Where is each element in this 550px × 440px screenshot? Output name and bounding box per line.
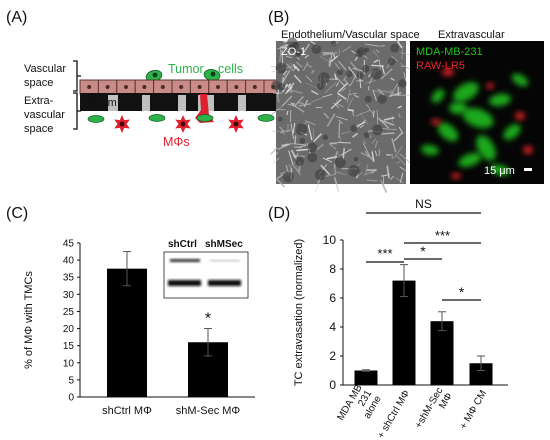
endothelial-nucleus — [252, 85, 257, 89]
scale-15um-label: 15 μm — [484, 165, 515, 177]
d-category-label: MDA MB231alone — [335, 383, 384, 434]
c-y-tick-label: 30 — [63, 290, 75, 301]
panel-a: (A) Vascular space Extra- vascular space… — [6, 9, 283, 149]
membrane-pores — [80, 95, 282, 111]
panel-a-letter: (A) — [6, 9, 27, 26]
vascular-space-label: Vascular space — [24, 63, 69, 89]
d-significance-label: NS — [415, 197, 432, 211]
d-significance-label: * — [459, 284, 465, 300]
zo1-label: ZO-1 — [281, 46, 306, 58]
endothelial-nucleus — [216, 85, 220, 89]
tumor-cell — [87, 115, 105, 123]
d-category-label: +shM-SecMΦ — [413, 386, 455, 436]
d-y-tick-label: 10 — [323, 233, 337, 247]
c-y-tick-label: 5 — [68, 375, 74, 386]
c-y-tick-label: 15 — [63, 341, 75, 352]
d-y-tick-label: 0 — [329, 378, 336, 392]
membrane-pore — [214, 95, 238, 111]
zo1-micrograph: ZO-1 — [270, 37, 415, 193]
d-y-tick-label: 2 — [329, 349, 336, 363]
scale-bar — [524, 168, 532, 171]
endothelial-nucleus — [160, 85, 165, 89]
raw-lr5-label: RAW-LR5 — [416, 60, 465, 72]
c-y-axis-label: % of MΦ with TMCs — [23, 271, 35, 369]
endothelial-nucleus — [142, 85, 147, 89]
d-category-label: + MΦ CM — [458, 389, 489, 432]
c-significance-star: * — [205, 311, 211, 328]
endothelial-nucleus — [234, 85, 239, 89]
endothelium-image-title: Endothelium/Vascular space — [281, 29, 420, 41]
extravascular-image-title: Extravascular — [438, 29, 505, 41]
tumor-nucleus — [152, 72, 158, 78]
macrophage-label: MΦs — [163, 135, 190, 149]
vascular-bracket — [73, 60, 81, 92]
c-y-tick-label: 0 — [68, 393, 74, 404]
d-category-label: + shCtrl MΦ — [376, 388, 412, 440]
panel-d: (D) 0 2 4 6 8 10 TC extravasation (normalized)… — [268, 197, 508, 440]
d-y-tick-label: 8 — [329, 262, 336, 276]
tumor-nucleus — [210, 71, 216, 77]
c-y-tick-label: 20 — [63, 324, 75, 335]
c-y-tick-label: 35 — [63, 273, 75, 284]
panel-c: (C) 0 5 10 15 20 25 30 35 40 45 % of MΦ with TMCs s… — [6, 205, 255, 417]
d-bar — [354, 370, 378, 385]
extravascular-space-label: Extra- vascular space — [24, 95, 68, 135]
membrane-pore — [118, 95, 142, 111]
blot-header-shmsec: shMSec — [205, 239, 243, 250]
endothelial-nucleus — [197, 85, 202, 89]
bottom-cell-group — [87, 114, 275, 133]
macrophage-nucleus — [233, 121, 239, 127]
extravascular-bracket — [73, 92, 81, 130]
endothelial-nucleus — [124, 85, 128, 89]
d-bar — [430, 321, 454, 385]
scale-10um-label: 10 μm — [86, 97, 117, 109]
endothelial-nucleus — [105, 85, 110, 89]
tumor-cells-label: Tumor cells — [168, 62, 243, 76]
macrophage-nucleus — [119, 121, 125, 127]
panel-d-letter: (D) — [268, 205, 290, 222]
d-y-tick-label: 6 — [329, 291, 336, 305]
endothelial-nucleus — [87, 85, 92, 89]
d-significance-label: * — [420, 243, 426, 259]
membrane-pore — [150, 95, 178, 111]
membrane-pore — [186, 95, 198, 111]
blot-header-shctrl: shCtrl — [168, 239, 197, 250]
c-y-tick-label: 45 — [63, 239, 75, 250]
d-y-tick-label: 4 — [329, 320, 336, 334]
mda-mb-231-label: MDA-MB-231 — [416, 46, 483, 58]
western-blot-inset: shCtrl shMSec — [163, 239, 249, 299]
endothelial-layer — [79, 79, 283, 95]
panel-c-letter: (C) — [6, 205, 28, 222]
c-category-label: shCtrl MΦ — [102, 405, 152, 417]
panel-b: (B) Endothelium/Vascular space Extravasc… — [268, 9, 544, 193]
tumor-cell — [148, 114, 166, 122]
c-y-tick-label: 10 — [63, 358, 75, 369]
d-bar — [392, 280, 416, 385]
membrane-pore — [246, 95, 282, 111]
d-y-axis-label: TC extravasation (normalized) — [293, 239, 305, 386]
c-y-tick-label: 40 — [63, 256, 75, 267]
chart-c: 0 5 10 15 20 25 30 35 40 45 % of MΦ with TMCs shCtr… — [23, 239, 255, 417]
chart-d: 0 2 4 6 8 10 TC extravasation (normalized) MDA … — [293, 197, 508, 440]
tumor-cell — [196, 114, 214, 122]
d-significance-label: *** — [435, 228, 450, 243]
macrophage-nucleus — [180, 121, 186, 127]
endothelial-nucleus — [179, 85, 184, 89]
c-bar — [107, 268, 147, 397]
d-significance-label: *** — [377, 246, 392, 261]
panel-b-letter: (B) — [268, 9, 289, 26]
fluorescence-micrograph: MDA-MB-231 RAW-LR5 15 μm — [410, 41, 544, 184]
d-bar — [469, 363, 493, 385]
tumor-cell — [257, 114, 275, 122]
c-category-label: shM-Sec MΦ — [176, 405, 241, 417]
membrane-pore — [80, 95, 108, 111]
c-y-tick-label: 25 — [63, 307, 75, 318]
